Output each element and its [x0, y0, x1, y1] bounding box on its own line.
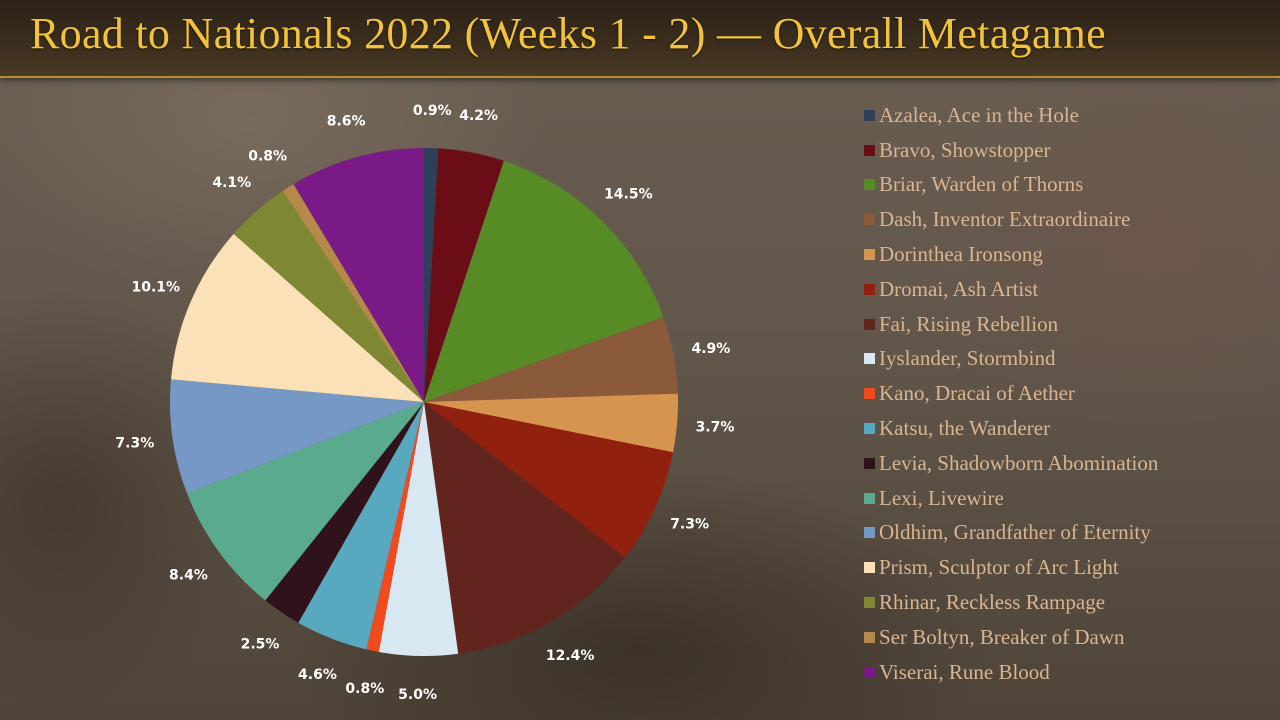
legend-item: Dash, Inventor Extraordinaire — [864, 202, 1274, 237]
legend-item: Dorinthea Ironsong — [864, 237, 1274, 272]
legend-swatch — [864, 249, 875, 261]
slice-data-label: 3.7% — [696, 419, 735, 435]
legend-item: Ser Boltyn, Breaker of Dawn — [864, 620, 1274, 655]
legend-label: Prism, Sculptor of Arc Light — [879, 555, 1119, 580]
legend-label: Levia, Shadowborn Abomination — [879, 450, 1159, 475]
legend-swatch — [864, 214, 875, 226]
legend-item: Prism, Sculptor of Arc Light — [864, 550, 1274, 585]
legend-label: Azalea, Ace in the Hole — [879, 102, 1079, 127]
legend-label: Ser Boltyn, Breaker of Dawn — [879, 624, 1125, 649]
slice-data-label: 4.2% — [459, 108, 498, 124]
pie-slice — [424, 160, 664, 402]
legend-label: Fai, Rising Rebellion — [879, 311, 1059, 336]
legend-item: Azalea, Ace in the Hole — [864, 98, 1274, 133]
legend-label: Bravo, Showstopper — [879, 137, 1051, 162]
legend-swatch — [864, 353, 875, 365]
pie-slice — [298, 402, 424, 650]
slice-data-label: 5.0% — [398, 687, 437, 703]
legend-swatch — [864, 144, 875, 156]
pie-slice — [378, 402, 459, 657]
pie-slice — [366, 402, 424, 652]
legend-label: Kano, Dracai of Aether — [879, 381, 1075, 406]
slice-data-label: 0.9% — [413, 103, 452, 119]
pie-slice — [265, 402, 424, 623]
legend-swatch — [864, 109, 875, 121]
legend-item: Levia, Shadowborn Abomination — [864, 446, 1274, 481]
legend-label: Rhinar, Reckless Rampage — [879, 590, 1106, 615]
slice-data-label: 7.3% — [670, 516, 709, 532]
legend-label: Briar, Warden of Thorns — [879, 172, 1084, 197]
pie-slice — [282, 184, 424, 402]
pie-chart: 0.9% 4.2% 14.5% 4.9% 3.7% 7.3% 12.4% 5.0% 0.8% 4.… — [115, 103, 735, 703]
legend-item: Iyslander, Stormbind — [864, 342, 1274, 377]
slice-data-label: 8.4% — [169, 568, 208, 584]
slice-data-label: 8.6% — [327, 114, 366, 130]
chart-legend: Azalea, Ace in the Hole Bravo, Showstoppe… — [864, 98, 1274, 690]
legend-label: Katsu, the Wanderer — [879, 416, 1051, 441]
legend-swatch — [864, 457, 875, 469]
legend-swatch — [864, 631, 875, 643]
page-title: Road to Nationals 2022 (Weeks 1 - 2) — O… — [30, 9, 1107, 58]
legend-swatch — [864, 388, 875, 400]
legend-label: Dromai, Ash Artist — [879, 276, 1039, 301]
pie-slice — [424, 402, 626, 654]
legend-label: Viserai, Rune Blood — [879, 659, 1050, 684]
legend-swatch — [864, 492, 875, 504]
pie-slice — [171, 233, 424, 402]
legend-swatch — [864, 179, 875, 191]
slice-data-label: 2.5% — [241, 637, 280, 653]
slice-data-label: 0.8% — [345, 681, 384, 697]
pie-slice — [424, 148, 439, 402]
slice-data-label: 4.6% — [298, 667, 337, 683]
pie-slice — [187, 402, 424, 601]
pie-slice — [424, 402, 673, 558]
legend-label: Iyslander, Stormbind — [879, 346, 1056, 371]
legend-item: Briar, Warden of Thorns — [864, 168, 1274, 203]
legend-swatch — [864, 318, 875, 330]
pie-slice — [424, 148, 504, 402]
legend-swatch — [864, 666, 875, 678]
legend-item: Dromai, Ash Artist — [864, 272, 1274, 307]
legend-swatch — [864, 423, 875, 435]
legend-label: Dash, Inventor Extraordinaire — [879, 207, 1131, 232]
pie-slice — [424, 393, 679, 453]
slice-data-label: 4.1% — [212, 175, 251, 191]
legend-swatch — [864, 562, 875, 574]
legend-item: Bravo, Showstopper — [864, 133, 1274, 168]
slice-data-label: 14.5% — [604, 186, 653, 202]
legend-item: Viserai, Rune Blood — [864, 655, 1274, 690]
legend-swatch — [864, 283, 875, 295]
pie-slice — [424, 317, 678, 402]
legend-swatch — [864, 527, 875, 539]
legend-item: Rhinar, Reckless Rampage — [864, 585, 1274, 620]
legend-item: Fai, Rising Rebellion — [864, 307, 1274, 342]
slice-data-label: 10.1% — [131, 280, 180, 296]
slice-data-label: 4.9% — [692, 341, 731, 357]
pie-slice — [170, 379, 424, 494]
pie-slice — [293, 148, 424, 402]
title-banner: Road to Nationals 2022 (Weeks 1 - 2) — O… — [0, 0, 1280, 78]
legend-item: Kano, Dracai of Aether — [864, 376, 1274, 411]
legend-item: Lexi, Livewire — [864, 481, 1274, 516]
legend-swatch — [864, 597, 875, 609]
slice-data-label: 0.8% — [248, 148, 287, 164]
legend-item: Oldhim, Grandfather of Eternity — [864, 516, 1274, 551]
legend-label: Lexi, Livewire — [879, 485, 1004, 510]
slice-data-label: 7.3% — [115, 436, 154, 452]
legend-label: Oldhim, Grandfather of Eternity — [879, 520, 1151, 545]
slice-data-label: 12.4% — [546, 648, 595, 664]
pie-slice — [233, 190, 424, 402]
legend-item: Katsu, the Wanderer — [864, 411, 1274, 446]
legend-label: Dorinthea Ironsong — [879, 242, 1043, 267]
